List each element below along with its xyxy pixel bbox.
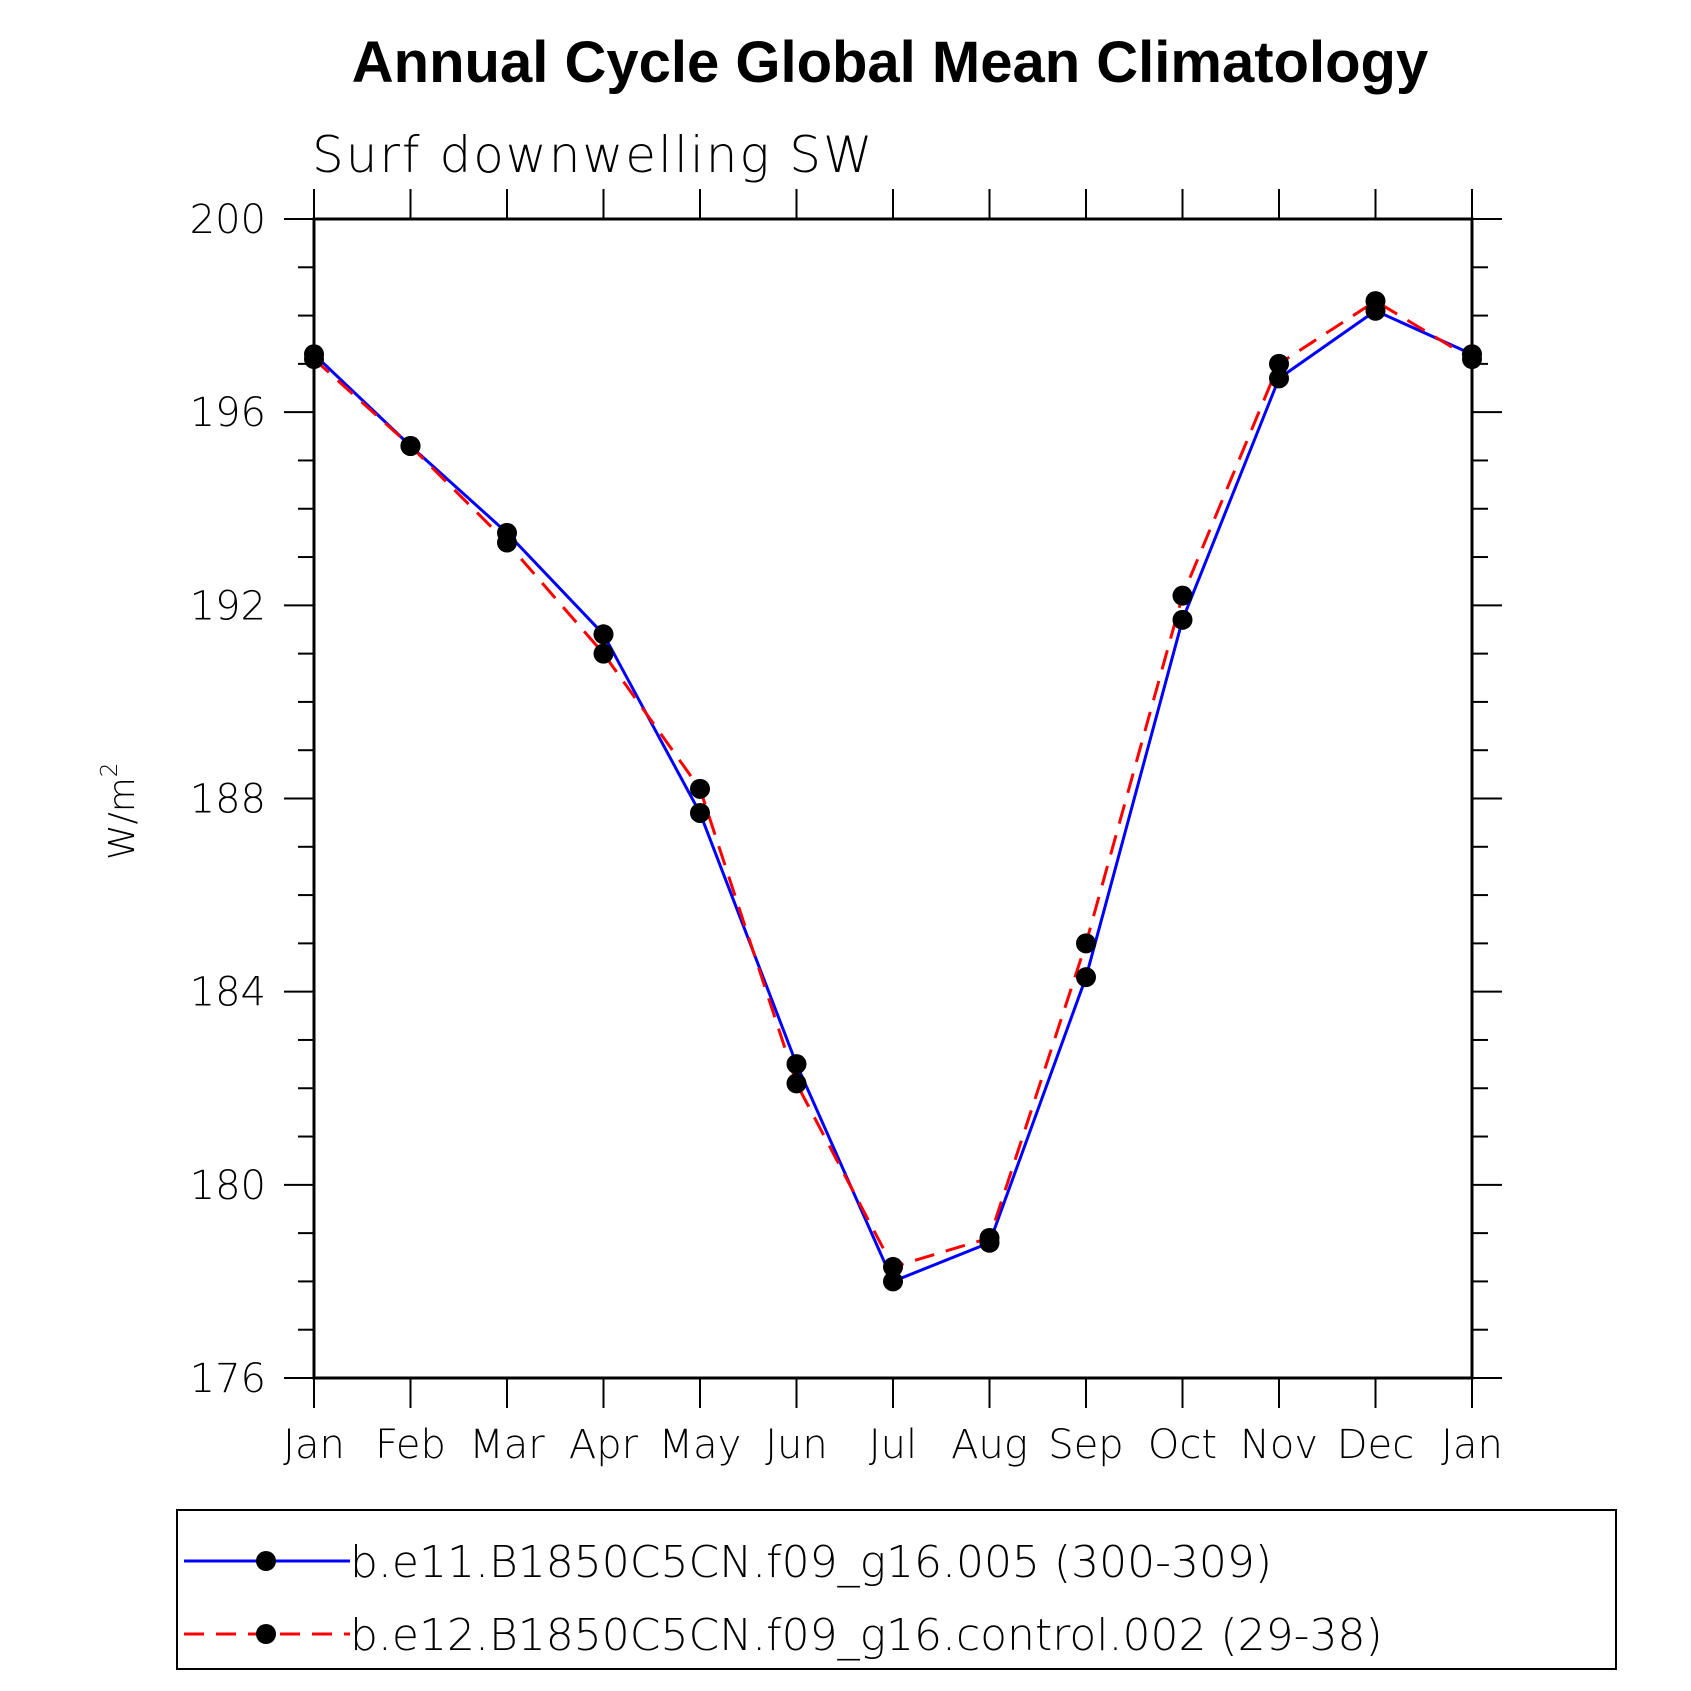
series-2-point bbox=[979, 1227, 1000, 1248]
x-tick-label: Aug bbox=[951, 1422, 1028, 1468]
series-2-point bbox=[1172, 585, 1193, 606]
series-2-point bbox=[497, 532, 517, 553]
x-axis: Jan Feb Mar Apr May Jun Jul Aug Sep Oct Nov Dec Jan bbox=[283, 189, 1503, 1468]
series-1-point bbox=[593, 624, 614, 645]
series-2-point bbox=[1269, 353, 1289, 374]
x-tick-label: Jul bbox=[869, 1422, 917, 1468]
series-2-point bbox=[1076, 933, 1096, 954]
x-tick-label: Jan bbox=[283, 1422, 345, 1468]
x-tick-label: Oct bbox=[1148, 1422, 1217, 1468]
series-line-1 bbox=[312, 309, 1473, 1284]
y-tick-label: 188 bbox=[190, 777, 266, 823]
series-1-point bbox=[1076, 967, 1096, 988]
y-axis-label-unit: W/m bbox=[102, 777, 143, 860]
x-tick-label: Mar bbox=[469, 1422, 545, 1468]
y-tick-label: 196 bbox=[190, 390, 266, 436]
x-tick-label: Feb bbox=[375, 1422, 446, 1468]
series-2-point bbox=[690, 778, 710, 799]
y-tick-label: 192 bbox=[190, 583, 266, 629]
y-axis: 176 180 184 188 192 196 200 bbox=[190, 197, 1502, 1402]
series-1-point bbox=[786, 1054, 807, 1075]
x-tick-label: Apr bbox=[569, 1422, 639, 1468]
x-tick-label: Jun bbox=[765, 1422, 828, 1468]
x-tick-label: May bbox=[659, 1422, 742, 1468]
series-2-point bbox=[786, 1073, 807, 1094]
x-tick-label: Sep bbox=[1048, 1422, 1123, 1468]
series-2-point bbox=[883, 1256, 903, 1277]
series-2-point bbox=[1462, 349, 1482, 370]
legend-label-series-1: b.e11.B1850C5CN.f09_g16.005 (300-309) bbox=[350, 1537, 1272, 1588]
series-1-point bbox=[1269, 368, 1289, 389]
series-1-point bbox=[690, 802, 710, 823]
legend: b.e11.B1850C5CN.f09_g16.005 (300-309) b.… bbox=[176, 1509, 1617, 1670]
plot-frame bbox=[312, 217, 1474, 1380]
legend-marker-series-2 bbox=[256, 1624, 276, 1644]
y-tick-label: 184 bbox=[190, 970, 266, 1016]
y-axis-label: W/m2 bbox=[97, 763, 143, 860]
y-tick-label: 180 bbox=[190, 1163, 266, 1209]
legend-label-series-2: b.e12.B1850C5CN.f09_g16.control.002 (29-… bbox=[350, 1610, 1383, 1661]
series bbox=[304, 291, 1482, 1292]
chart-subtitle: Surf downwelling SW bbox=[312, 126, 875, 184]
y-axis-label-exponent: 2 bbox=[97, 763, 123, 778]
series-2-point bbox=[593, 643, 614, 664]
y-tick-label: 200 bbox=[190, 197, 266, 243]
x-tick-label: Jan bbox=[1441, 1422, 1503, 1468]
x-tick-label: Nov bbox=[1240, 1422, 1318, 1468]
series-1-point bbox=[1172, 609, 1193, 630]
legend-box bbox=[176, 1509, 1617, 1670]
chart-title: Annual Cycle Global Mean Climatology bbox=[352, 30, 1428, 95]
series-2-point bbox=[304, 349, 324, 370]
series-2-point bbox=[400, 435, 421, 456]
series-2-point bbox=[1365, 291, 1386, 312]
series-1-point bbox=[883, 1271, 903, 1292]
axes bbox=[312, 217, 1474, 1380]
y-tick-label: 176 bbox=[190, 1356, 266, 1402]
legend-marker-series-1 bbox=[256, 1551, 276, 1571]
x-tick-label: Dec bbox=[1337, 1422, 1414, 1468]
series-line-2 bbox=[312, 299, 1473, 1269]
